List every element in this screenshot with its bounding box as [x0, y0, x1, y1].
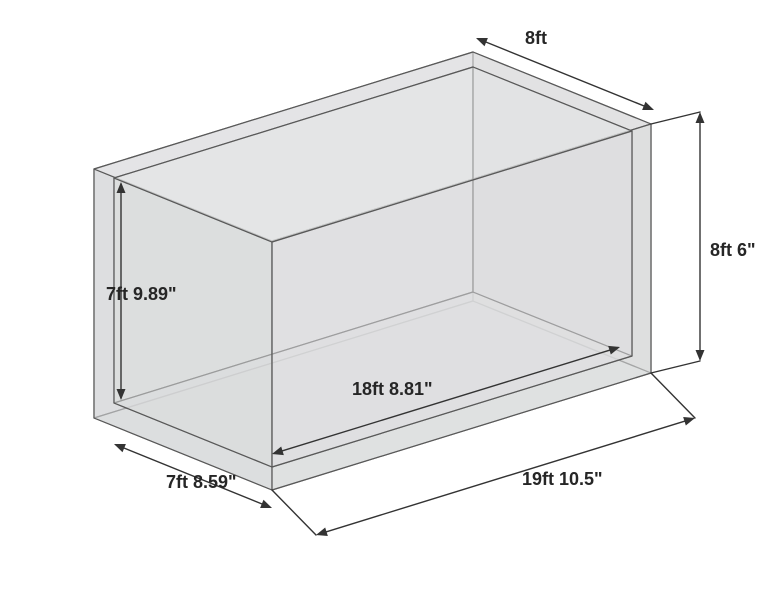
dimension-label: 8ft 6" [710, 240, 756, 260]
dimension-ext-height-right: 8ft 6" [651, 112, 756, 373]
dimension-label: 7ft 8.59" [166, 472, 237, 492]
box-geometry [94, 52, 651, 490]
dimension-label: 19ft 10.5" [522, 469, 603, 489]
dimension-label: 7ft 9.89" [106, 284, 177, 304]
dimension-label: 18ft 8.81" [352, 379, 433, 399]
container-dimension-diagram: 8ft 8ft 6" 19ft 10.5" 7ft 8.59" 7ft 9.89" 18f… [0, 0, 778, 612]
dimension-label: 8ft [525, 28, 547, 48]
